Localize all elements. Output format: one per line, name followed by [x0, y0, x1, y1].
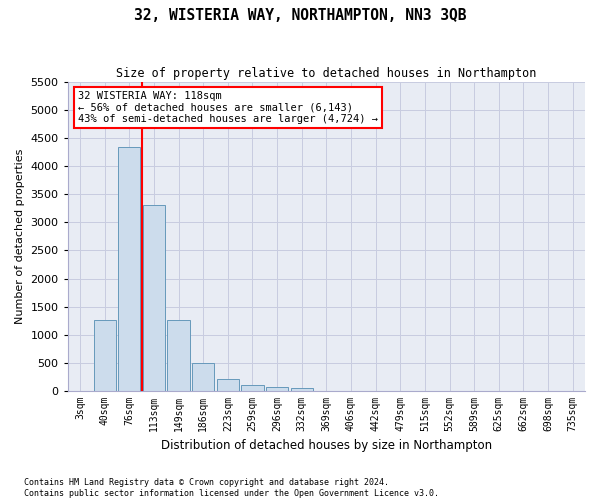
- Bar: [192, 364, 214, 391]
- Bar: [290, 388, 313, 391]
- Text: 32 WISTERIA WAY: 118sqm
← 56% of detached houses are smaller (6,143)
43% of semi: 32 WISTERIA WAY: 118sqm ← 56% of detache…: [78, 91, 378, 124]
- Y-axis label: Number of detached properties: Number of detached properties: [15, 148, 25, 324]
- Bar: [217, 378, 239, 391]
- Title: Size of property relative to detached houses in Northampton: Size of property relative to detached ho…: [116, 68, 536, 80]
- Text: 32, WISTERIA WAY, NORTHAMPTON, NN3 3QB: 32, WISTERIA WAY, NORTHAMPTON, NN3 3QB: [134, 8, 466, 22]
- Bar: [143, 206, 165, 391]
- Bar: [167, 320, 190, 391]
- Bar: [118, 147, 140, 391]
- Text: Contains HM Land Registry data © Crown copyright and database right 2024.
Contai: Contains HM Land Registry data © Crown c…: [24, 478, 439, 498]
- Bar: [241, 386, 263, 391]
- Bar: [266, 386, 288, 391]
- X-axis label: Distribution of detached houses by size in Northampton: Distribution of detached houses by size …: [161, 440, 492, 452]
- Bar: [94, 320, 116, 391]
